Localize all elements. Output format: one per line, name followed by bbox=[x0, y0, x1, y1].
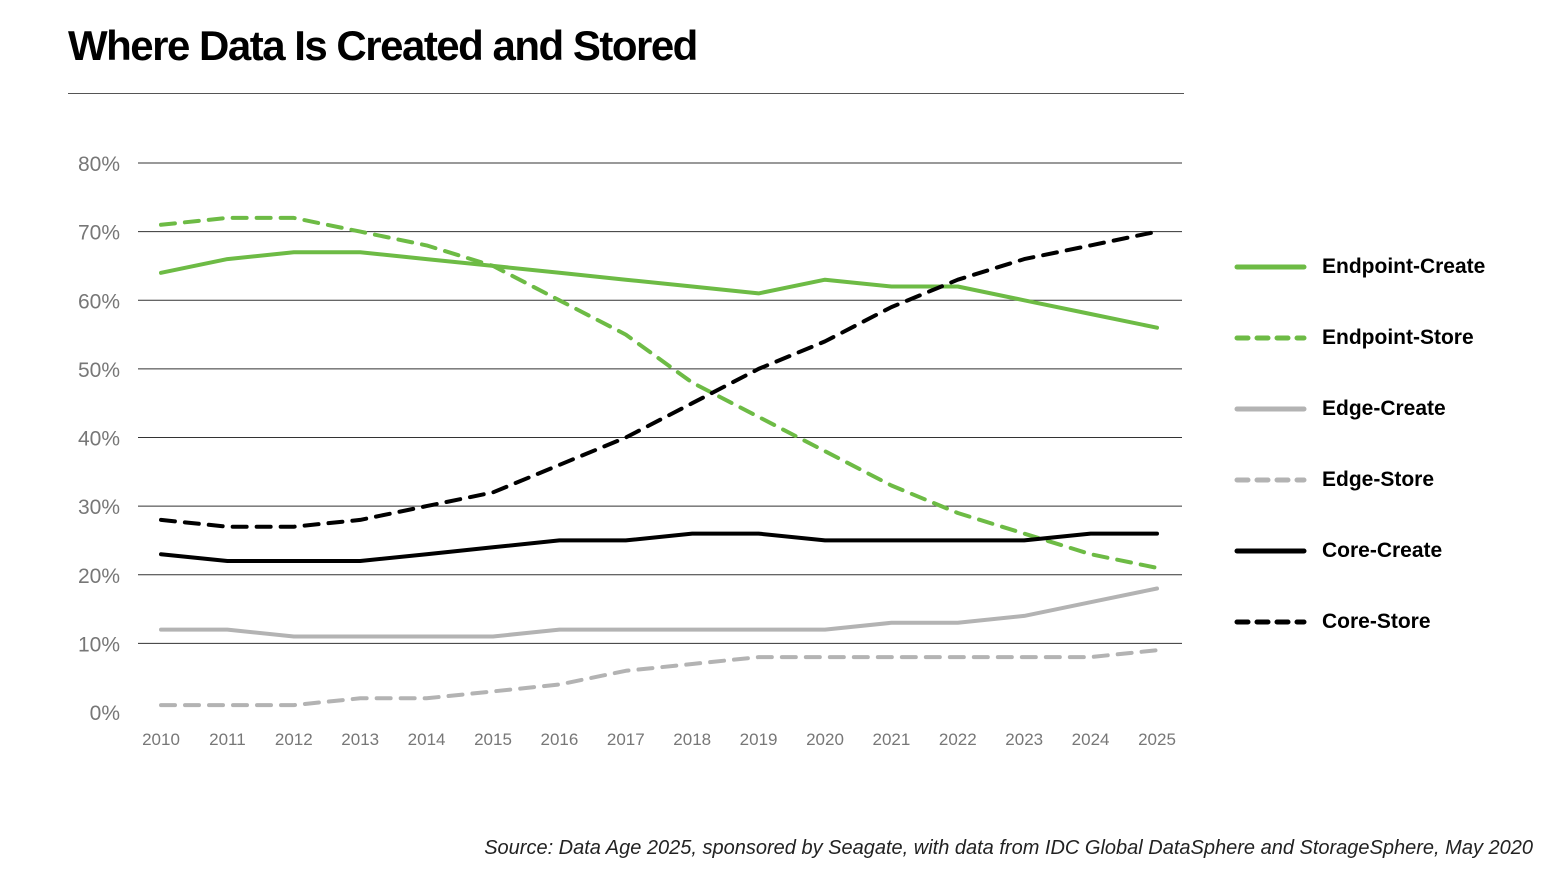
x-tick-label: 2018 bbox=[673, 730, 711, 749]
x-tick-label: 2016 bbox=[540, 730, 578, 749]
gridlines bbox=[138, 162, 1182, 644]
x-tick-label: 2020 bbox=[806, 730, 844, 749]
x-axis-ticks: 2010 2011 2012 2013 2014 2015 2016 2017 2018 2019… bbox=[142, 730, 1176, 749]
series-line-core-store bbox=[159, 229, 1159, 529]
y-tick-label: 30% bbox=[78, 496, 120, 519]
x-tick-label: 2023 bbox=[1005, 730, 1043, 749]
legend-label: Core-Create bbox=[1322, 539, 1443, 562]
legend-item-endpoint-store: Endpoint-Store bbox=[1234, 323, 1534, 353]
legend-swatch bbox=[1234, 264, 1307, 270]
title-divider bbox=[68, 93, 1184, 94]
x-tick-label: 2012 bbox=[275, 730, 313, 749]
series-line-endpoint-store bbox=[159, 215, 1159, 570]
x-tick-label: 2011 bbox=[209, 730, 246, 749]
legend-swatch bbox=[1234, 619, 1307, 625]
y-tick-label: 60% bbox=[78, 290, 120, 313]
x-tick-label: 2010 bbox=[142, 730, 180, 749]
legend-swatch bbox=[1234, 548, 1307, 554]
series-line-edge-create bbox=[159, 586, 1159, 639]
source-note: Source: Data Age 2025, sponsored by Seag… bbox=[484, 837, 1533, 859]
legend-item-edge-store: Edge-Store bbox=[1234, 465, 1534, 495]
legend-label: Edge-Create bbox=[1322, 397, 1446, 420]
x-tick-label: 2015 bbox=[474, 730, 512, 749]
x-tick-label: 2024 bbox=[1072, 730, 1110, 749]
x-tick-label: 2017 bbox=[607, 730, 645, 749]
legend-swatch bbox=[1234, 335, 1307, 341]
legend-item-core-create: Core-Create bbox=[1234, 536, 1534, 566]
legend-label: Edge-Store bbox=[1322, 468, 1435, 491]
x-tick-label: 2025 bbox=[1138, 730, 1176, 749]
chart-title: Where Data Is Created and Stored bbox=[68, 22, 698, 69]
series-line-endpoint-create bbox=[159, 250, 1159, 330]
y-tick-label: 40% bbox=[78, 428, 120, 451]
x-tick-label: 2019 bbox=[740, 730, 778, 749]
y-tick-label: 0% bbox=[90, 702, 120, 725]
y-tick-label: 80% bbox=[78, 153, 120, 176]
y-tick-label: 20% bbox=[78, 565, 120, 588]
legend-label: Core-Store bbox=[1322, 610, 1431, 633]
legend-label: Endpoint-Create bbox=[1322, 255, 1486, 278]
y-tick-label: 70% bbox=[78, 222, 120, 245]
series-lines bbox=[159, 215, 1159, 708]
x-tick-label: 2022 bbox=[939, 730, 977, 749]
legend-item-core-store: Core-Store bbox=[1234, 607, 1534, 637]
legend-label: Endpoint-Store bbox=[1322, 326, 1474, 349]
x-tick-label: 2021 bbox=[872, 730, 910, 749]
x-tick-label: 2013 bbox=[341, 730, 379, 749]
y-axis-ticks: 0% 10% 20% 30% 40% 50% 60% 70% 80% bbox=[78, 153, 120, 725]
x-tick-label: 2014 bbox=[408, 730, 446, 749]
series-line-core-create bbox=[159, 531, 1159, 563]
y-tick-label: 50% bbox=[78, 359, 120, 382]
legend-item-endpoint-create: Endpoint-Create bbox=[1234, 252, 1534, 282]
series-line-edge-store bbox=[159, 648, 1159, 708]
legend-swatch bbox=[1234, 406, 1307, 412]
legend-item-edge-create: Edge-Create bbox=[1234, 394, 1534, 424]
legend-swatch bbox=[1234, 477, 1307, 483]
y-tick-label: 10% bbox=[78, 633, 120, 656]
